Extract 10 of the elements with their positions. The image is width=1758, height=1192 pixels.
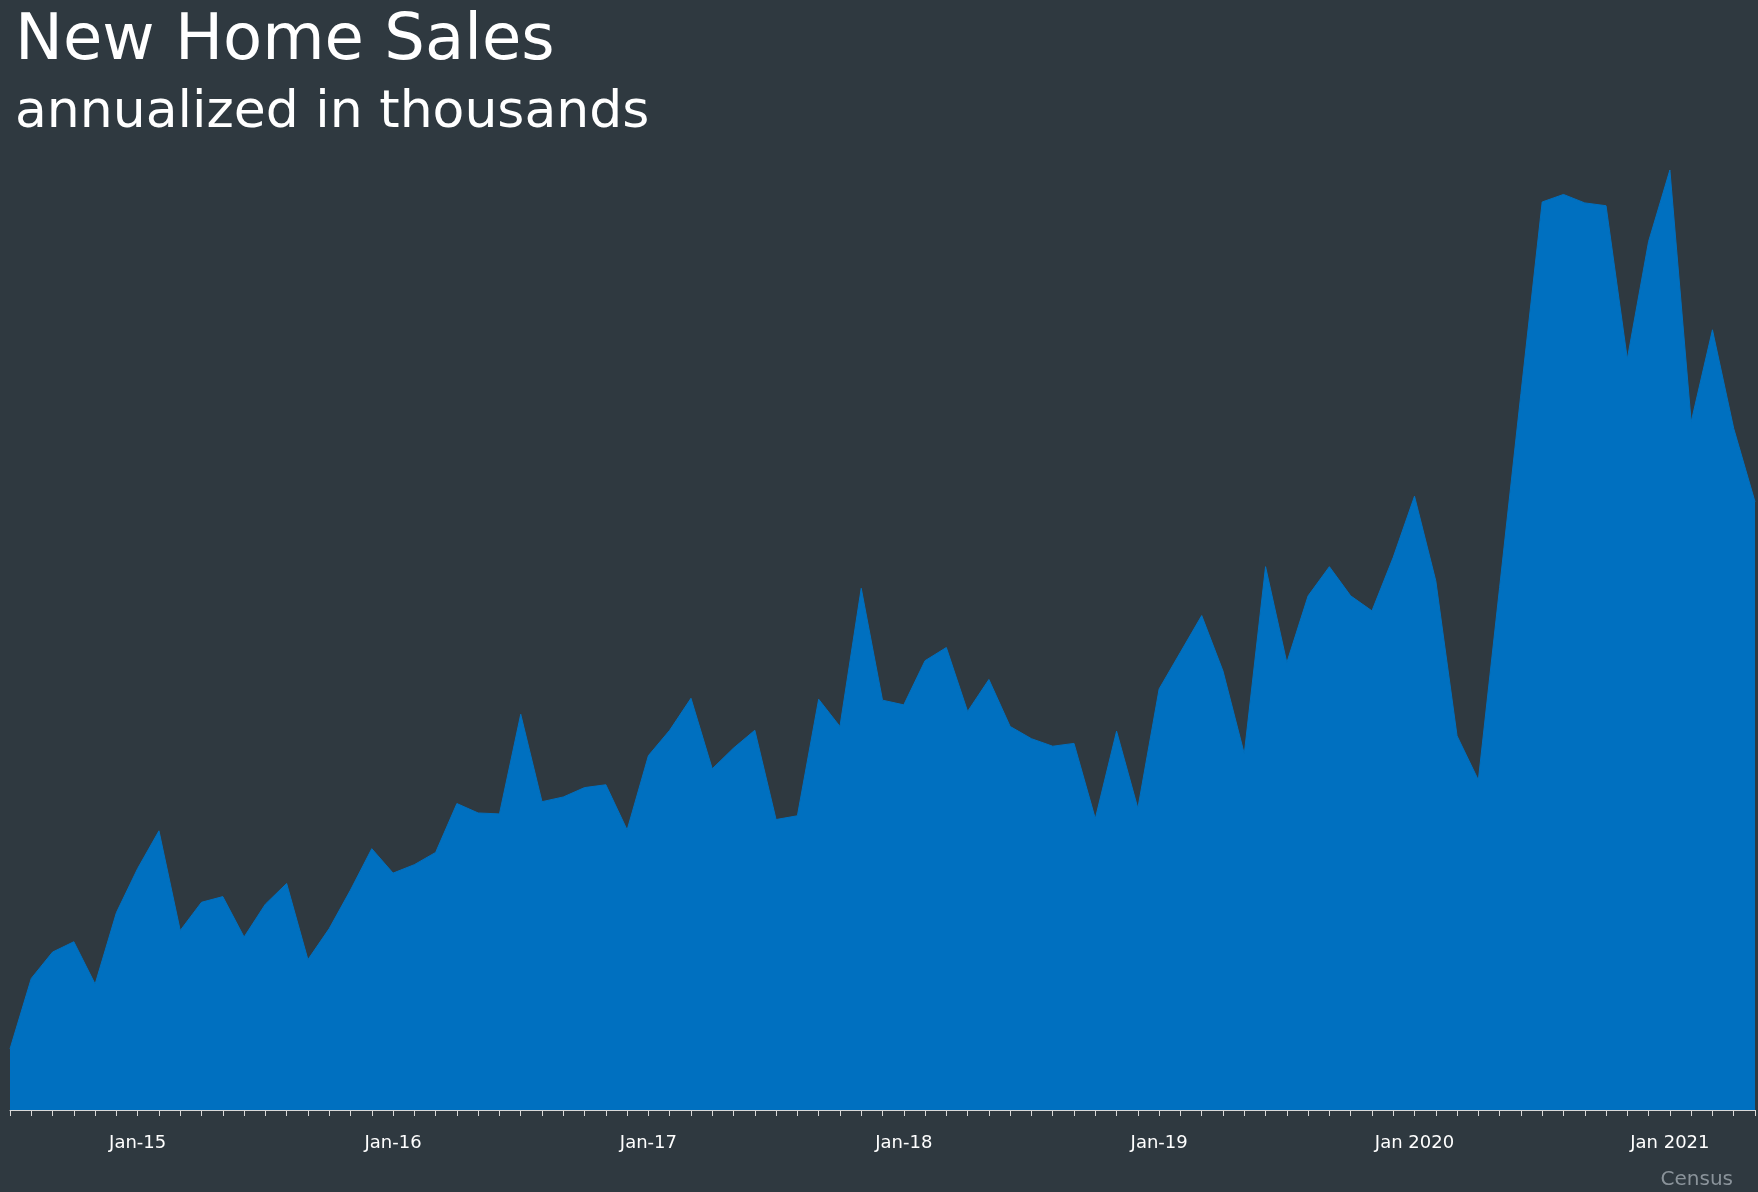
x-tick-label: Jan-17 — [618, 1130, 677, 1152]
x-tick-label: Jan-19 — [1129, 1130, 1188, 1152]
chart-subtitle: annualized in thousands — [15, 79, 650, 139]
x-tick-label: Jan-18 — [874, 1130, 933, 1152]
text: Census — [1660, 1166, 1734, 1190]
x-tick-label: Jan-16 — [363, 1130, 422, 1152]
x-tick-label: Jan 2020 — [1373, 1130, 1455, 1152]
chart-title: New Home Sales — [15, 0, 555, 74]
x-tick-label: Jan 2021 — [1629, 1130, 1710, 1152]
x-tick-label: Jan-15 — [108, 1130, 167, 1152]
